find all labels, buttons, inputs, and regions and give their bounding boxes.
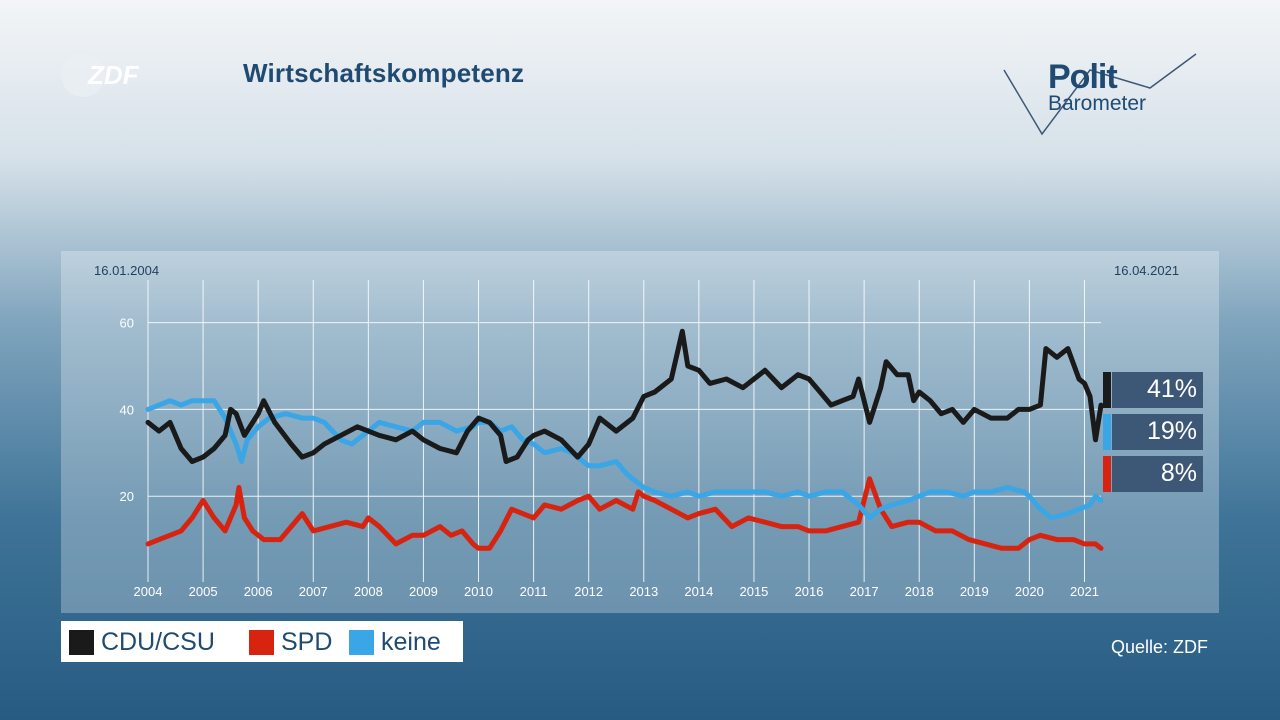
- legend-label-cdu: CDU/CSU: [101, 628, 215, 656]
- x-tick-label: 2021: [1070, 584, 1099, 599]
- y-tick-label: 40: [120, 402, 134, 417]
- legend-label-spd: SPD: [281, 628, 333, 656]
- series-line-cdu: [145, 328, 1104, 464]
- badge-keine-value: 19%: [1146, 417, 1197, 445]
- x-tick-label: 2005: [189, 584, 218, 599]
- legend-swatch-cdu: [69, 630, 94, 655]
- badge-cdu-swatch: [1103, 372, 1111, 408]
- zdf-logo-text: ZDF: [87, 60, 140, 90]
- source-label: Quelle: ZDF: [1111, 637, 1209, 657]
- x-tick-label: 2006: [244, 584, 273, 599]
- legend-label-keine: keine: [381, 628, 441, 656]
- badge-cdu-value: 41%: [1146, 375, 1197, 403]
- date-end-label: 16.04.2021: [1114, 263, 1180, 278]
- x-tick-label: 2018: [905, 584, 934, 599]
- x-tick-label: 2013: [629, 584, 658, 599]
- x-tick-label: 2008: [354, 584, 383, 599]
- series-line-keine: [145, 398, 1104, 521]
- legend-swatch-spd: [249, 630, 274, 655]
- y-tick-label: 20: [120, 489, 134, 504]
- x-tick-label: 2009: [409, 584, 438, 599]
- badge-spd-swatch: [1103, 456, 1111, 492]
- polit-logo-line1: Polit: [1048, 58, 1118, 96]
- date-start-label: 16.01.2004: [94, 263, 160, 278]
- x-tick-label: 2014: [684, 584, 713, 599]
- x-tick-label: 2017: [850, 584, 879, 599]
- page-title: Wirtschaftskompetenz: [243, 58, 525, 88]
- y-tick-label: 60: [120, 316, 134, 331]
- x-tick-label: 2012: [574, 584, 603, 599]
- legend: CDU/CSU SPD keine: [61, 621, 463, 662]
- politbarometer-logo: [1003, 53, 1197, 136]
- badge-keine-swatch: [1103, 414, 1111, 450]
- legend-swatch-keine: [349, 630, 374, 655]
- polit-logo-line2: Barometer: [1048, 92, 1147, 115]
- badge-spd-value: 8%: [1160, 459, 1197, 487]
- x-tick-label: 2015: [739, 584, 768, 599]
- x-tick-label: 2016: [795, 584, 824, 599]
- x-tick-label: 2011: [520, 584, 548, 599]
- badge-cdu: 41%: [1103, 372, 1203, 408]
- series-line-spd: [145, 476, 1104, 551]
- x-tick-label: 2019: [960, 584, 989, 599]
- x-tick-label: 2004: [134, 584, 163, 599]
- x-tick-label: 2010: [464, 584, 493, 599]
- badge-keine: 19%: [1103, 414, 1203, 450]
- x-tick-label: 2020: [1015, 584, 1044, 599]
- badge-spd: 8%: [1103, 456, 1203, 492]
- zdf-logo: ZDF: [61, 53, 140, 97]
- x-tick-label: 2007: [299, 584, 328, 599]
